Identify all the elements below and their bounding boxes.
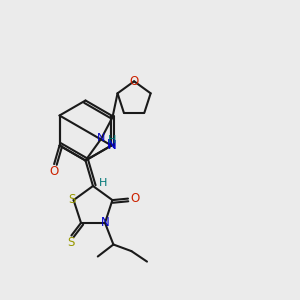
Text: H: H: [107, 135, 116, 146]
Text: N: N: [97, 133, 105, 143]
Text: O: O: [130, 75, 139, 88]
Text: N: N: [101, 216, 110, 230]
Text: O: O: [130, 192, 139, 205]
Text: O: O: [49, 165, 58, 178]
Text: N: N: [108, 139, 116, 152]
Text: H: H: [99, 178, 108, 188]
Text: S: S: [67, 236, 74, 249]
Text: N: N: [107, 138, 116, 152]
Text: S: S: [68, 193, 76, 206]
